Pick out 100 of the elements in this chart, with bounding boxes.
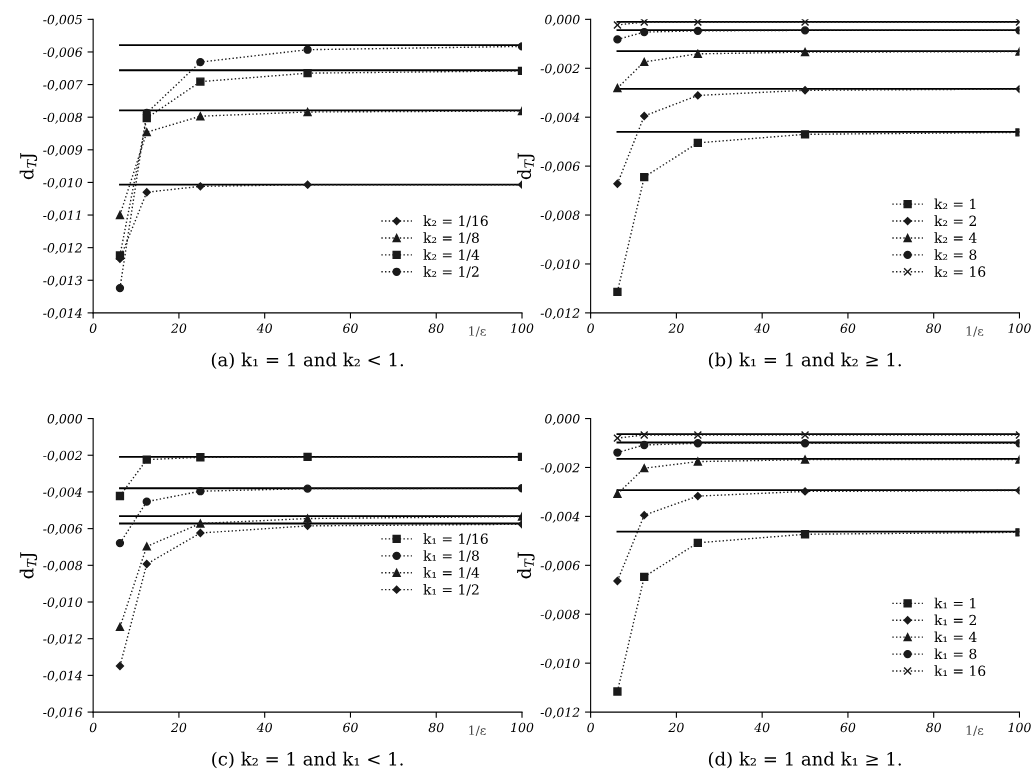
point (303, 180, 312, 189)
point (640, 111, 649, 121)
x-tick-label: 80 (428, 722, 444, 733)
legend-label: k₂ = 1 (934, 198, 976, 210)
point (196, 112, 205, 121)
point (115, 661, 125, 671)
legend-label: k₁ = 1 (934, 597, 976, 609)
x-tick-label: 0 (89, 323, 97, 333)
point (640, 511, 649, 520)
point (142, 188, 151, 197)
y-tick-label: -0,010 (540, 658, 580, 670)
y-tick-label: -0,005 (43, 14, 82, 26)
y-tick-label: -0,004 (540, 112, 580, 124)
point (613, 489, 622, 499)
x-tick-label: 20 (668, 323, 684, 333)
point (640, 19, 649, 27)
x-axis-title: 1/ε (469, 725, 486, 736)
point (693, 49, 703, 59)
point (142, 455, 151, 464)
point (115, 491, 125, 501)
legend-label: k₂ = 1/2 (423, 266, 479, 278)
y-tick-label: -0,012 (540, 707, 580, 719)
x-tick-label: 0 (587, 722, 594, 733)
point (613, 83, 622, 93)
y-tick-label: -0,008 (43, 560, 83, 572)
point (303, 107, 312, 117)
point (640, 464, 649, 473)
point (196, 182, 205, 191)
legend-label: k₁ = 2 (934, 614, 976, 626)
legend-label: k₁ = 1/8 (423, 550, 479, 562)
legend-label: k₂ = 4 (934, 232, 977, 243)
y-tick-label: -0,010 (43, 177, 83, 189)
point (613, 20, 622, 30)
point (640, 172, 649, 182)
y-tick-label: -0,004 (540, 511, 580, 523)
x-tick-label: 0 (89, 722, 97, 733)
y-axis-title: d$_{T}$J (517, 552, 535, 579)
point (613, 448, 622, 457)
x-tick-label: 60 (343, 323, 358, 333)
text: (d) k₂ = 1 and k₁ ≥ 1. (708, 751, 901, 769)
y-tick-label: 0,000 (545, 14, 580, 26)
y-tick-label: -0,006 (43, 524, 83, 536)
x-tick-label: 60 (343, 722, 358, 733)
legend-label: k₁ = 1/16 (423, 533, 488, 546)
point (142, 497, 151, 506)
legend-label: k₂ = 8 (934, 249, 977, 260)
point (800, 26, 810, 35)
point (196, 519, 205, 528)
text: (b) k₁ = 1 and k₂ ≥ 1. (708, 352, 901, 369)
y-tick-label: -0,002 (540, 63, 580, 75)
point (800, 430, 810, 440)
point (142, 542, 151, 551)
point (303, 68, 312, 78)
point (800, 130, 810, 139)
x-axis-title: 1/ε (966, 725, 984, 736)
point (613, 576, 622, 586)
point (800, 530, 810, 539)
y-tick-label: -0,010 (43, 597, 83, 609)
legend-label: k₂ = 1/4 (423, 249, 480, 262)
y-tick-label: -0,006 (540, 161, 580, 173)
y-tick-label: -0,012 (43, 634, 82, 646)
y-tick-label: -0,006 (540, 560, 580, 572)
x-tick-label: 40 (256, 323, 272, 333)
point (693, 538, 703, 547)
y-tick-label: -0,008 (540, 609, 580, 621)
point (115, 538, 125, 548)
y-tick-label: -0,014 (43, 670, 82, 682)
x-tick-label: 40 (256, 722, 272, 733)
legend-label: k₂ = 16 (934, 266, 986, 277)
point (115, 210, 125, 220)
y-tick-label: -0,004 (43, 487, 82, 499)
point (196, 487, 205, 496)
x-axis-title: 1/ε (469, 326, 486, 337)
x-tick-label: 80 (926, 722, 942, 733)
point (800, 487, 810, 496)
point (196, 528, 205, 538)
legend-label: k₂ = 1/8 (423, 232, 479, 245)
point (693, 491, 702, 501)
legend-label: k₁ = 1/4 (423, 567, 480, 579)
x-tick-label: 20 (170, 323, 187, 333)
y-tick-label: -0,011 (43, 210, 81, 222)
text: (a) k₁ = 1 and k₂ < 1. (211, 352, 404, 369)
legend-label: k₁ = 1/2 (423, 583, 479, 596)
point (800, 19, 810, 27)
y-tick-label: -0,010 (540, 259, 580, 271)
point (800, 47, 810, 57)
point (640, 440, 649, 450)
point (693, 138, 703, 148)
point (693, 439, 703, 448)
legend-label: k₂ = 2 (934, 215, 976, 226)
y-tick-label: 0,000 (47, 414, 83, 425)
point (640, 27, 649, 37)
y-tick-label: -0,009 (43, 145, 83, 157)
x-tick-label: 80 (428, 323, 444, 333)
point (303, 484, 312, 493)
point (613, 287, 622, 297)
legend-label: k₁ = 16 (934, 665, 986, 677)
point (196, 57, 205, 67)
y-axis-title: d$_{T}$J (517, 153, 535, 180)
y-tick-label: -0,002 (43, 450, 82, 462)
